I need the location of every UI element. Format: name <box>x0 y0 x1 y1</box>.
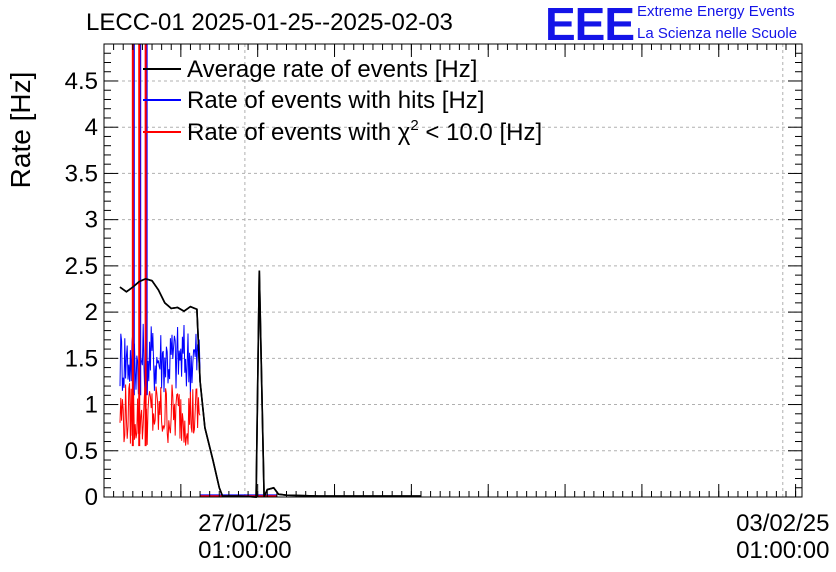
legend-entry: Rate of events with χ2 < 10.0 [Hz] <box>187 117 542 146</box>
logo-caption-line-2: La Scienza nelle Scuole <box>637 25 798 42</box>
x-tick-label-date: 27/01/25 <box>198 510 291 537</box>
y-tick-label: 2.5 <box>65 253 98 280</box>
chart-title: LECC-01 2025-01-25--2025-02-03 <box>86 9 453 36</box>
y-tick-label: 3 <box>85 207 98 234</box>
x-tick-label-time: 01:00:00 <box>736 537 829 564</box>
series-line-average-overlay <box>119 270 421 498</box>
legend-entry: Rate of events with hits [Hz] <box>187 87 484 114</box>
y-tick-label: 1.5 <box>65 345 98 372</box>
plot-frame <box>103 43 803 498</box>
y-tick-label: 3.5 <box>65 160 98 187</box>
series-line <box>119 270 421 498</box>
y-tick-label: 4.5 <box>65 68 98 95</box>
legend-entry: Average rate of events [Hz] <box>187 56 477 83</box>
y-tick-label: 2 <box>85 299 98 326</box>
y-tick-label: 0.5 <box>65 438 98 465</box>
y-tick-label: 0 <box>85 484 98 511</box>
y-tick-label: 1 <box>85 392 98 419</box>
eee-logo: EEE <box>545 0 635 50</box>
x-tick-label-date: 03/02/25 <box>736 510 829 537</box>
x-tick-label-time: 01:00:00 <box>198 537 291 564</box>
y-axis-label: Rate [Hz] <box>5 72 36 189</box>
series-1 <box>119 270 421 498</box>
y-tick-label: 4 <box>85 114 98 141</box>
logo-caption-line-1: Extreme Energy Events <box>637 3 795 20</box>
